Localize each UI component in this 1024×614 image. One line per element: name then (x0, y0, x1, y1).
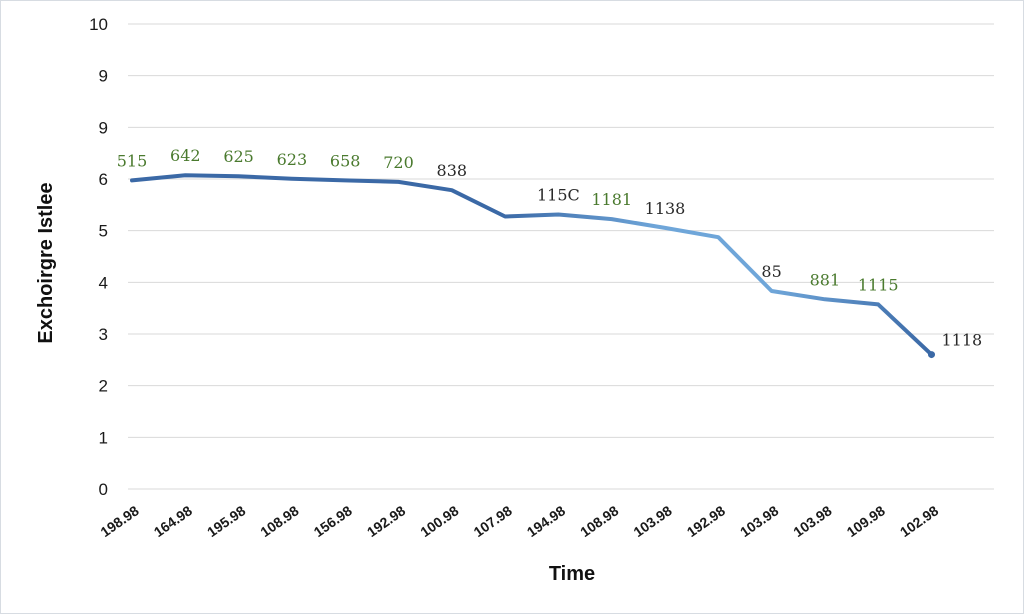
x-tick-label: 195.98 (204, 502, 248, 540)
x-tick-label: 107.98 (471, 502, 515, 540)
y-tick-label: 2 (99, 377, 108, 396)
data-label: 1115 (858, 275, 899, 294)
x-tick-label: 192.98 (684, 502, 728, 540)
data-label: 658 (330, 151, 361, 170)
x-tick-label: 102.98 (897, 502, 941, 540)
series-group (130, 173, 935, 359)
y-tick-label: 0 (99, 480, 108, 499)
x-tick-label: 103.98 (737, 502, 781, 540)
x-tick-label: 108.98 (577, 502, 621, 540)
series-end-point (928, 351, 935, 359)
y-axis-ticks: 0 1 2 3 4 5 6 9 9 10 (89, 15, 108, 499)
data-label: 623 (277, 150, 308, 169)
data-label: 720 (383, 153, 414, 172)
x-tick-label: 108.98 (257, 502, 301, 540)
y-tick-label: 6 (99, 170, 108, 189)
series-line (130, 173, 934, 357)
x-tick-label: 194.98 (524, 502, 568, 540)
data-label: 1118 (942, 331, 983, 350)
x-tick-label: 109.98 (844, 502, 888, 540)
x-tick-label: 198.98 (97, 502, 141, 540)
y-tick-label: 9 (99, 67, 108, 86)
data-label: 1138 (645, 199, 686, 218)
x-tick-label: 103.98 (630, 502, 674, 540)
gridlines (128, 23, 994, 490)
y-tick-label: 1 (99, 428, 108, 447)
y-tick-label: 10 (89, 15, 108, 34)
data-label: 1181 (591, 190, 632, 209)
data-label: 85 (761, 262, 781, 281)
x-tick-label: 100.98 (417, 502, 461, 540)
y-tick-label: 5 (99, 222, 108, 241)
x-tick-label: 156.98 (311, 502, 355, 540)
data-label: 642 (170, 146, 201, 165)
x-tick-label: 192.98 (364, 502, 408, 540)
data-label: 515 (117, 151, 148, 170)
x-tick-label: 164.98 (151, 502, 195, 540)
x-axis-ticks: 198.98 164.98 195.98 108.98 156.98 192.98 100.… (97, 502, 941, 540)
y-tick-label: 3 (99, 325, 108, 344)
y-axis-title: Exchoirgre Istlee (35, 182, 57, 343)
y-tick-label: 4 (99, 273, 108, 292)
data-labels: 515 642 625 623 658 720 838 115C 1181 1138 85 881 11… (117, 146, 982, 349)
data-label: 115C (537, 185, 580, 204)
data-label: 881 (810, 270, 841, 289)
data-label: 625 (223, 147, 254, 166)
x-tick-label: 103.98 (790, 502, 834, 540)
x-axis-title: Time (549, 563, 595, 585)
data-label: 838 (437, 161, 468, 180)
y-tick-label: 9 (99, 118, 108, 137)
